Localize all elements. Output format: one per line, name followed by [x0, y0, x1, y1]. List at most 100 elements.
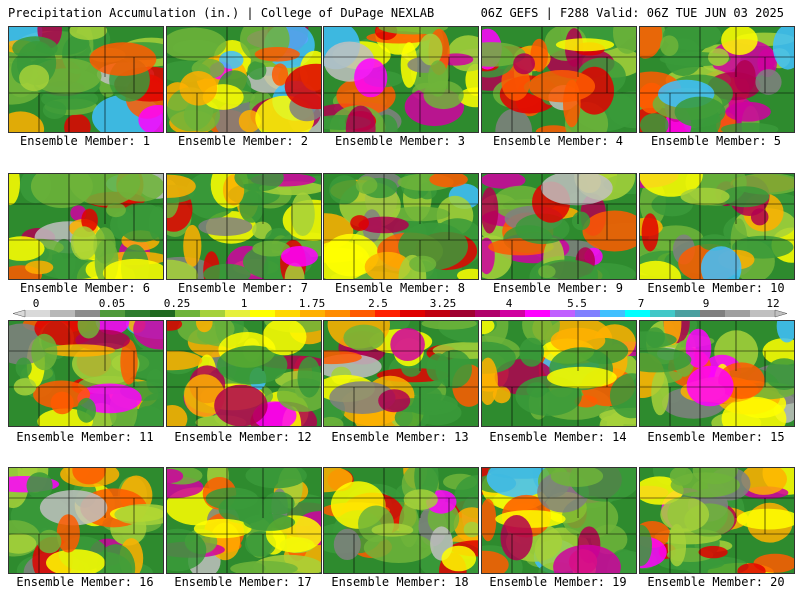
- ensemble-member-label: Ensemble Member: 5: [650, 134, 782, 148]
- ensemble-member-map: [323, 173, 479, 280]
- ensemble-member-map: [481, 467, 637, 574]
- precip-field: [482, 321, 636, 426]
- ensemble-member-label: Ensemble Member: 17: [174, 575, 312, 589]
- colorbar-swatch: [275, 310, 301, 317]
- ensemble-member-label: Ensemble Member: 4: [492, 134, 624, 148]
- ensemble-member-map: [639, 320, 795, 427]
- ensemble-member-map: [481, 26, 637, 133]
- state-borders: [9, 174, 163, 279]
- colorbar-swatch: [300, 310, 326, 317]
- colorbar-swatch: [225, 310, 251, 317]
- colorbar-swatch: [125, 310, 151, 317]
- ensemble-member-map: [323, 26, 479, 133]
- precip-field: [324, 321, 478, 426]
- state-borders: [482, 468, 636, 573]
- precip-field: [324, 468, 478, 573]
- ensemble-member-label: Ensemble Member: 11: [16, 430, 154, 444]
- state-borders: [324, 27, 478, 132]
- ensemble-member-map: [639, 173, 795, 280]
- state-borders: [482, 321, 636, 426]
- state-borders: [167, 468, 321, 573]
- ensemble-member-map: [481, 320, 637, 427]
- colorbar-tick-label: 3.25: [430, 297, 457, 310]
- colorbar-tick-label: 7: [638, 297, 645, 310]
- precip-field: [9, 321, 163, 426]
- precipitation-colorbar: 0 0.05 0.25 1 1.75 2.5 3.25 4 5.5 7 9 12: [12, 297, 788, 318]
- precip-field: [167, 174, 321, 279]
- ensemble-member-map: [8, 173, 164, 280]
- precip-field: [482, 174, 636, 279]
- precip-field: [482, 468, 636, 573]
- state-borders: [9, 27, 163, 132]
- ensemble-member-label: Ensemble Member: 14: [489, 430, 627, 444]
- precip-field: [167, 27, 321, 132]
- colorbar-swatch: [375, 310, 401, 317]
- ensemble-member-map: [8, 467, 164, 574]
- ensemble-member-label: Ensemble Member: 2: [177, 134, 309, 148]
- colorbar-swatch: [150, 310, 176, 317]
- colorbar-tick-label: 4: [506, 297, 513, 310]
- colorbar-swatch: [75, 310, 101, 317]
- colorbar-swatch: [50, 310, 76, 317]
- colorbar-swatch: [250, 310, 276, 317]
- colorbar-swatch: [350, 310, 376, 317]
- colorbar-swatch: [200, 310, 226, 317]
- ensemble-member-label: Ensemble Member: 7: [177, 281, 309, 295]
- precip-field: [640, 174, 794, 279]
- state-borders: [167, 27, 321, 132]
- ensemble-member-map: [323, 320, 479, 427]
- state-borders: [167, 174, 321, 279]
- colorbar-tick-label: 12: [766, 297, 779, 310]
- colorbar-swatch: [700, 310, 726, 317]
- colorbar-swatch: [325, 310, 351, 317]
- colorbar-swatch: [625, 310, 651, 317]
- state-borders: [324, 321, 478, 426]
- ensemble-member-map: [8, 320, 164, 427]
- state-borders: [9, 321, 163, 426]
- state-borders: [9, 468, 163, 573]
- ensemble-member-label: Ensemble Member: 10: [647, 281, 785, 295]
- ensemble-member-map: [323, 467, 479, 574]
- ensemble-member-map: [166, 173, 322, 280]
- ensemble-member-label: Ensemble Member: 1: [19, 134, 151, 148]
- ensemble-member-label: Ensemble Member: 18: [331, 575, 469, 589]
- ensemble-member-label: Ensemble Member: 12: [174, 430, 312, 444]
- state-borders: [482, 174, 636, 279]
- colorbar-swatch: [475, 310, 501, 317]
- colorbar-swatch: [400, 310, 426, 317]
- map-title: Precipitation Accumulation (in.) | Colle…: [8, 6, 435, 20]
- precip-field: [640, 321, 794, 426]
- colorbar-swatch: [575, 310, 601, 317]
- colorbar-swatch: [525, 310, 551, 317]
- ensemble-member-label: Ensemble Member: 8: [334, 281, 466, 295]
- precip-field: [9, 468, 163, 573]
- ensemble-member-label: Ensemble Member: 15: [647, 430, 785, 444]
- colorbar-tick-label: 9: [703, 297, 710, 310]
- colorbar-swatch: [25, 310, 51, 317]
- precip-field: [324, 27, 478, 132]
- colorbar-swatch: [425, 310, 451, 317]
- precip-field: [9, 174, 163, 279]
- state-borders: [640, 468, 794, 573]
- precip-field: [640, 468, 794, 573]
- colorbar-max-arrow: [774, 309, 788, 318]
- state-borders: [640, 174, 794, 279]
- ensemble-member-label: Ensemble Member: 9: [492, 281, 624, 295]
- ensemble-member-map: [166, 320, 322, 427]
- colorbar-tick-label: 5.5: [567, 297, 587, 310]
- colorbar-swatch: [100, 310, 126, 317]
- ensemble-member-label: Ensemble Member: 16: [16, 575, 154, 589]
- ensemble-member-map: [8, 26, 164, 133]
- precip-field: [324, 174, 478, 279]
- colorbar-swatch: [175, 310, 201, 317]
- colorbar-swatch: [450, 310, 476, 317]
- colorbar-tick-label: 0.05: [99, 297, 126, 310]
- ensemble-member-label: Ensemble Member: 13: [331, 430, 469, 444]
- colorbar-swatch: [500, 310, 526, 317]
- colorbar-swatch: [675, 310, 701, 317]
- ensemble-member-label: Ensemble Member: 19: [489, 575, 627, 589]
- colorbar-swatch: [600, 310, 626, 317]
- state-borders: [324, 468, 478, 573]
- state-borders: [324, 174, 478, 279]
- ensemble-member-map: [639, 467, 795, 574]
